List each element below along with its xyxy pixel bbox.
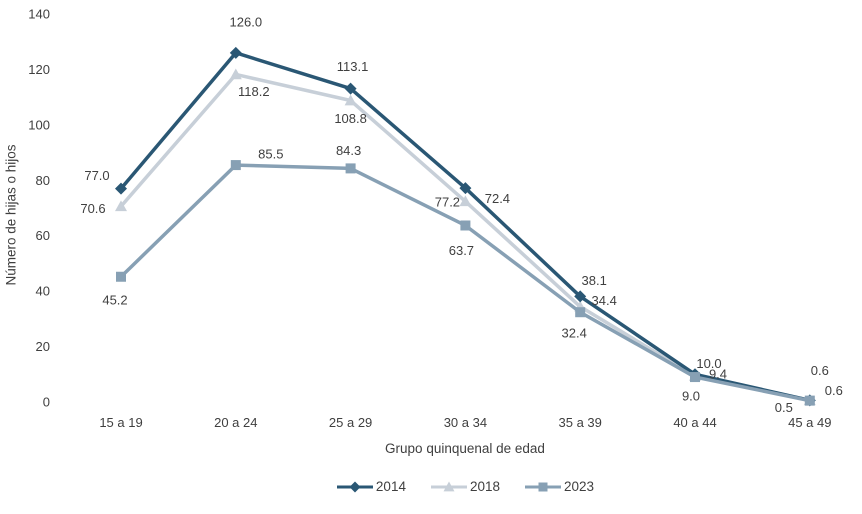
legend-item-2018: 2018 <box>430 479 500 494</box>
data-point-diamond <box>115 182 127 195</box>
value-label-2014: 77.2 <box>435 195 460 210</box>
value-label-2023: 63.7 <box>449 243 474 258</box>
value-label-2023: 0.5 <box>775 400 793 415</box>
data-point-square <box>460 220 471 231</box>
data-point-square <box>230 160 241 171</box>
data-point-diamond <box>344 82 357 95</box>
series-2023 <box>116 160 815 406</box>
value-label-2023: 45.2 <box>102 292 127 307</box>
value-label-2023: 84.3 <box>336 143 361 158</box>
data-point-square <box>345 163 356 174</box>
legend: 2014 2018 2023 <box>68 479 862 494</box>
y-axis-title: Número de hijas o hijos <box>3 144 19 286</box>
value-label-2014: 38.1 <box>582 273 607 288</box>
value-label-2014: 126.0 <box>230 14 263 29</box>
x-category-label: 45 a 49 <box>788 415 831 430</box>
data-point-triangle <box>459 195 472 207</box>
value-label-2014: 113.1 <box>337 59 369 74</box>
legend-marker-triangle-icon <box>430 481 467 491</box>
value-label-2014: 77.0 <box>84 168 109 183</box>
x-category-label: 35 a 39 <box>559 415 602 430</box>
data-point-triangle <box>344 94 357 106</box>
value-label-2018: 34.4 <box>592 293 617 308</box>
y-tick-label: 100 <box>28 117 50 132</box>
series-line-2018 <box>119 72 812 403</box>
y-tick-label: 0 <box>43 395 50 410</box>
x-category-label: 15 a 19 <box>99 415 142 430</box>
value-label-2018: 108.8 <box>334 111 367 126</box>
value-label-2018: 118.2 <box>238 84 270 99</box>
data-point-square <box>804 395 815 406</box>
value-label-2018: 9.4 <box>709 366 727 381</box>
x-category-label: 25 a 29 <box>329 415 372 430</box>
value-label-2018: 70.6 <box>80 201 105 216</box>
legend-marker-diamond-icon <box>336 481 373 492</box>
y-tick-label: 60 <box>36 228 50 243</box>
x-category-label: 30 a 34 <box>444 415 487 430</box>
value-label-2023: 85.5 <box>258 147 283 162</box>
x-category-label: 20 a 24 <box>214 415 257 430</box>
x-category-label: 40 a 44 <box>673 415 716 430</box>
value-label-2014: 0.6 <box>811 363 829 378</box>
data-point-square <box>575 307 586 318</box>
data-point-triangle <box>115 200 127 212</box>
y-tick-label: 140 <box>28 7 50 22</box>
data-point-diamond <box>459 182 472 195</box>
value-label-2023: 9.0 <box>682 389 700 404</box>
x-axis-title: Grupo quinquenal de edad <box>385 441 545 456</box>
y-tick-label: 120 <box>28 62 50 77</box>
value-label-2023: 32.4 <box>562 326 587 341</box>
legend-item-2014: 2014 <box>336 479 406 494</box>
y-tick-label: 20 <box>36 339 50 354</box>
data-point-diamond <box>229 46 242 59</box>
legend-item-2023: 2023 <box>524 479 594 494</box>
legend-marker-square-icon <box>525 482 562 491</box>
series-2018 <box>115 68 816 406</box>
legend-label-2023: 2023 <box>564 479 595 494</box>
data-point-square <box>690 372 700 383</box>
data-point-triangle <box>229 68 242 80</box>
value-label-2018: 72.4 <box>485 191 510 206</box>
data-point-diamond <box>574 290 587 303</box>
data-point-square <box>116 271 126 282</box>
y-tick-label: 40 <box>36 284 50 299</box>
legend-label-2018: 2018 <box>469 479 501 494</box>
y-tick-label: 80 <box>36 173 50 188</box>
legend-label-2014: 2014 <box>375 479 406 494</box>
value-label-2014: 10.0 <box>696 356 721 371</box>
value-label-2018: 0.6 <box>825 383 843 398</box>
